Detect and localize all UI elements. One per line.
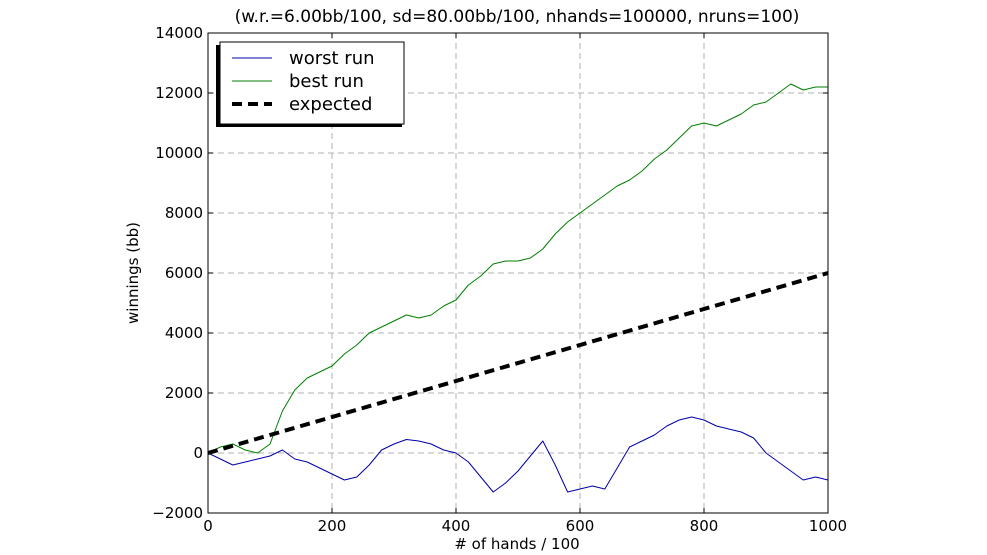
x-tick-label: 0 [203, 517, 213, 535]
series-layer [207, 83, 829, 493]
series-line-best-run [207, 83, 828, 454]
y-tick-label: 10000 [155, 144, 203, 162]
chart-title: (w.r.=6.00bb/100, sd=80.00bb/100, nhands… [235, 7, 800, 27]
legend-frame [219, 41, 405, 125]
x-tick-label: 200 [318, 517, 347, 535]
legend-label-worst-run: worst run [289, 48, 375, 69]
y-axis-label: winnings (bb) [124, 222, 142, 324]
x-tick-label: 800 [690, 517, 719, 535]
y-tick-label: 2000 [165, 384, 203, 402]
legend-label-best-run: best run [289, 71, 364, 92]
axis-ticks: 0 200 400 600 800 1000−2000020004000600080001… [152, 24, 847, 535]
series-line-expected [207, 271, 829, 455]
y-tick-label: 12000 [155, 84, 203, 102]
x-axis-label: # of hands / 100 [454, 535, 579, 553]
y-tick-label: 8000 [165, 204, 203, 222]
x-tick-label: 1000 [809, 517, 847, 535]
legend-label-expected: expected [289, 94, 372, 115]
y-tick-label: 14000 [155, 24, 203, 42]
x-tick-label: 400 [442, 517, 471, 535]
series-line-worst-run [207, 416, 829, 493]
y-tick-label: 4000 [165, 324, 203, 342]
y-tick-label: 6000 [165, 264, 203, 282]
y-tick-label: −2000 [152, 504, 203, 522]
x-tick-label: 600 [566, 517, 595, 535]
y-tick-label: 0 [193, 444, 203, 462]
